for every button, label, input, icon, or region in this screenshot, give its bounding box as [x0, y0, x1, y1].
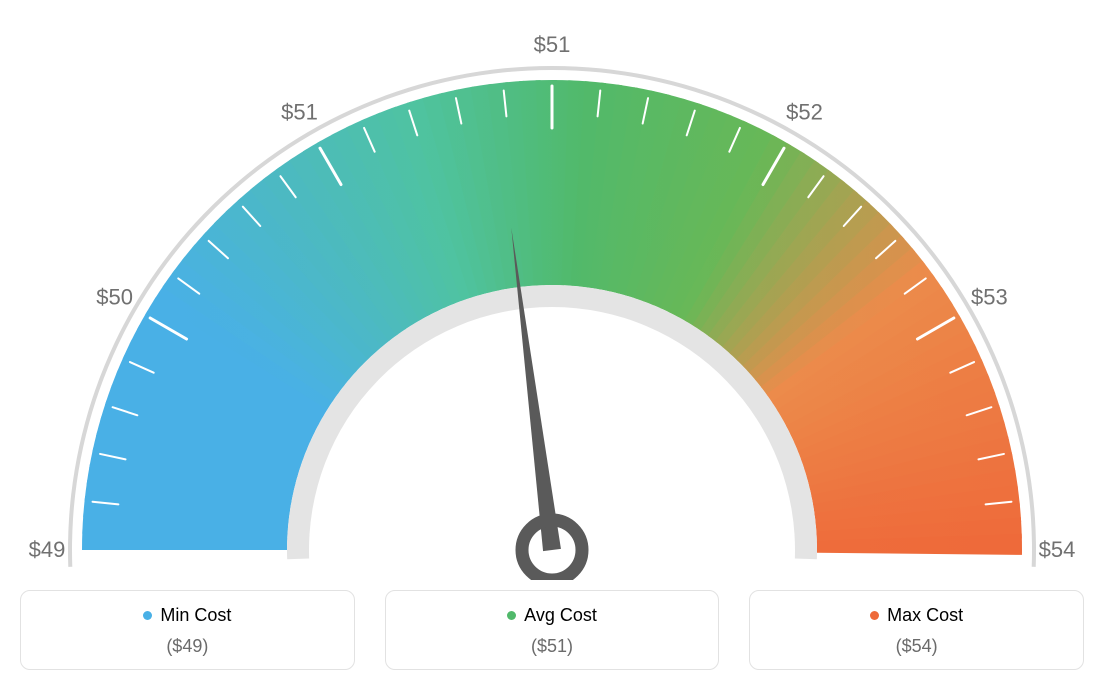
- legend-value-max: ($54): [760, 636, 1073, 657]
- legend-value-avg: ($51): [396, 636, 709, 657]
- svg-text:$52: $52: [786, 100, 823, 125]
- svg-text:$51: $51: [534, 32, 571, 57]
- legend-label-avg: Avg Cost: [524, 605, 597, 626]
- legend-dot-avg: [507, 611, 516, 620]
- legend-title-avg: Avg Cost: [507, 605, 597, 626]
- legend-card-max: Max Cost ($54): [749, 590, 1084, 670]
- legend-dot-max: [870, 611, 879, 620]
- gauge-svg: $49 $50 $51 $51 $52 $53 $54: [20, 20, 1084, 580]
- legend-card-min: Min Cost ($49): [20, 590, 355, 670]
- svg-text:$50: $50: [96, 285, 133, 310]
- svg-text:$51: $51: [281, 100, 318, 125]
- legend-title-min: Min Cost: [143, 605, 231, 626]
- svg-text:$54: $54: [1039, 537, 1076, 562]
- legend-value-min: ($49): [31, 636, 344, 657]
- svg-text:$53: $53: [971, 285, 1008, 310]
- legend-card-avg: Avg Cost ($51): [385, 590, 720, 670]
- legend-dot-min: [143, 611, 152, 620]
- gauge-chart: $49 $50 $51 $51 $52 $53 $54: [20, 20, 1084, 580]
- svg-text:$49: $49: [29, 537, 66, 562]
- legend-title-max: Max Cost: [870, 605, 963, 626]
- legend-label-min: Min Cost: [160, 605, 231, 626]
- legend-label-max: Max Cost: [887, 605, 963, 626]
- legend-row: Min Cost ($49) Avg Cost ($51) Max Cost (…: [20, 590, 1084, 670]
